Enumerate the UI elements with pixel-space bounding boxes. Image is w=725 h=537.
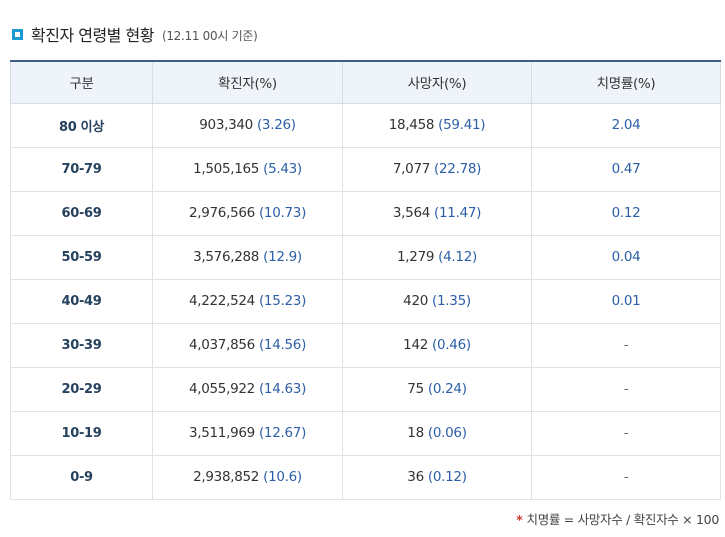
fatality-rate-cell: -: [531, 410, 721, 456]
age-group-cell: 30-39: [10, 322, 153, 368]
cases-percent: (12.9): [263, 249, 302, 265]
cases-cell: 903,340 (3.26): [152, 102, 343, 148]
table-row: 60-69 2,976,566 (10.73) 3,564 (11.47) 0.12: [10, 190, 721, 236]
deaths-value: 75: [407, 381, 424, 397]
deaths-cell: 7,077 (22.78): [342, 146, 532, 192]
age-group-cell: 40-49: [10, 278, 153, 324]
table-row: 50-59 3,576,288 (12.9) 1,279 (4.12) 0.04: [10, 234, 721, 280]
cases-percent: (14.63): [258, 381, 307, 397]
deaths-value: 7,077: [392, 161, 431, 177]
deaths-cell: 36 (0.12): [342, 454, 532, 500]
deaths-cell: 142 (0.46): [342, 322, 532, 368]
deaths-percent: (0.46): [432, 337, 471, 353]
deaths-percent: (4.12): [438, 249, 477, 265]
footnote-text: 치명률 = 사망자수 / 확진자수 × 100: [526, 512, 720, 527]
column-header-fatality-rate: 치명률(%): [531, 60, 721, 104]
cases-value: 4,037,856: [188, 337, 255, 353]
footnote-star: *: [516, 512, 523, 527]
table-row: 20-29 4,055,922 (14.63) 75 (0.24) -: [10, 366, 721, 412]
deaths-value: 142: [403, 337, 429, 353]
fatality-rate-cell: -: [531, 322, 721, 368]
deaths-value: 3,564: [392, 205, 431, 221]
deaths-cell: 420 (1.35): [342, 278, 532, 324]
cases-cell: 4,055,922 (14.63): [152, 366, 343, 412]
age-stats-table: 구분 확진자(%) 사망자(%) 치명률(%) 80 이상 903,340 (3.…: [10, 60, 721, 500]
cases-cell: 4,222,524 (15.23): [152, 278, 343, 324]
fatality-rate-cell: 0.47: [531, 146, 721, 192]
cases-value: 4,055,922: [188, 381, 255, 397]
cases-value: 3,511,969: [188, 425, 255, 441]
deaths-percent: (11.47): [434, 205, 482, 221]
column-header-cases: 확진자(%): [152, 60, 343, 104]
cases-value: 4,222,524: [188, 293, 255, 309]
table-row: 10-19 3,511,969 (12.67) 18 (0.06) -: [10, 410, 721, 456]
age-group-cell: 20-29: [10, 366, 153, 412]
table-row: 30-39 4,037,856 (14.56) 142 (0.46) -: [10, 322, 721, 368]
table-body: 80 이상 903,340 (3.26) 18,458 (59.41) 2.04 70-…: [10, 102, 721, 500]
age-group-cell: 80 이상: [10, 102, 153, 148]
cases-percent: (10.73): [258, 205, 307, 221]
age-group-cell: 10-19: [10, 410, 153, 456]
column-header-deaths: 사망자(%): [342, 60, 532, 104]
deaths-cell: 3,564 (11.47): [342, 190, 532, 236]
cases-percent: (5.43): [263, 161, 302, 177]
table-row: 70-79 1,505,165 (5.43) 7,077 (22.78) 0.47: [10, 146, 721, 192]
section-title: 확진자 연령별 현황: [31, 26, 154, 45]
cases-cell: 4,037,856 (14.56): [152, 322, 343, 368]
fatality-rate-cell: 0.01: [531, 278, 721, 324]
cases-value: 2,976,566: [188, 205, 255, 221]
deaths-percent: (1.35): [432, 293, 471, 309]
cases-cell: 3,511,969 (12.67): [152, 410, 343, 456]
age-group-cell: 70-79: [10, 146, 153, 192]
fatality-rate-cell: -: [531, 454, 721, 500]
fatality-rate-cell: 2.04: [531, 102, 721, 148]
cases-percent: (12.67): [258, 425, 307, 441]
fatality-rate-cell: 0.04: [531, 234, 721, 280]
table-row: 0-9 2,938,852 (10.6) 36 (0.12) -: [10, 454, 721, 500]
deaths-value: 18: [407, 425, 424, 441]
table-row: 40-49 4,222,524 (15.23) 420 (1.35) 0.01: [10, 278, 721, 324]
deaths-cell: 1,279 (4.12): [342, 234, 532, 280]
deaths-value: 1,279: [397, 249, 435, 265]
fatality-rate-cell: -: [531, 366, 721, 412]
reference-time: (12.11 00시 기준): [161, 29, 258, 43]
deaths-percent: (0.12): [427, 469, 467, 485]
cases-cell: 2,938,852 (10.6): [152, 454, 343, 500]
column-header-age: 구분: [10, 60, 153, 104]
deaths-percent: (22.78): [434, 161, 482, 177]
deaths-percent: (59.41): [438, 117, 486, 133]
cases-cell: 3,576,288 (12.9): [152, 234, 343, 280]
deaths-cell: 18 (0.06): [342, 410, 532, 456]
cases-cell: 2,976,566 (10.73): [152, 190, 343, 236]
age-group-cell: 50-59: [10, 234, 153, 280]
table-row: 80 이상 903,340 (3.26) 18,458 (59.41) 2.04: [10, 102, 721, 148]
deaths-cell: 75 (0.24): [342, 366, 532, 412]
deaths-cell: 18,458 (59.41): [342, 102, 532, 148]
cases-percent: (3.26): [256, 117, 296, 133]
cases-percent: (10.6): [263, 469, 302, 485]
age-group-cell: 60-69: [10, 190, 153, 236]
cases-percent: (15.23): [258, 293, 307, 309]
deaths-value: 18,458: [388, 117, 435, 133]
cases-value: 3,576,288: [193, 249, 260, 265]
table-header-row: 구분 확진자(%) 사망자(%) 치명률(%): [10, 60, 721, 104]
cases-percent: (14.56): [258, 337, 307, 353]
cases-value: 2,938,852: [193, 469, 260, 485]
square-bullet-icon: [12, 28, 23, 40]
cases-value: 1,505,165: [193, 161, 260, 177]
cases-value: 903,340: [199, 117, 253, 133]
deaths-percent: (0.24): [427, 381, 467, 397]
fatality-rate-cell: 0.12: [531, 190, 721, 236]
deaths-percent: (0.06): [427, 425, 467, 441]
footnote: * 치명률 = 사망자수 / 확진자수 × 100: [516, 509, 719, 528]
deaths-value: 36: [407, 469, 424, 485]
deaths-value: 420: [403, 293, 429, 309]
section-header: 확진자 연령별 현황 (12.11 00시 기준): [12, 22, 258, 46]
age-group-cell: 0-9: [10, 454, 153, 500]
cases-cell: 1,505,165 (5.43): [152, 146, 343, 192]
